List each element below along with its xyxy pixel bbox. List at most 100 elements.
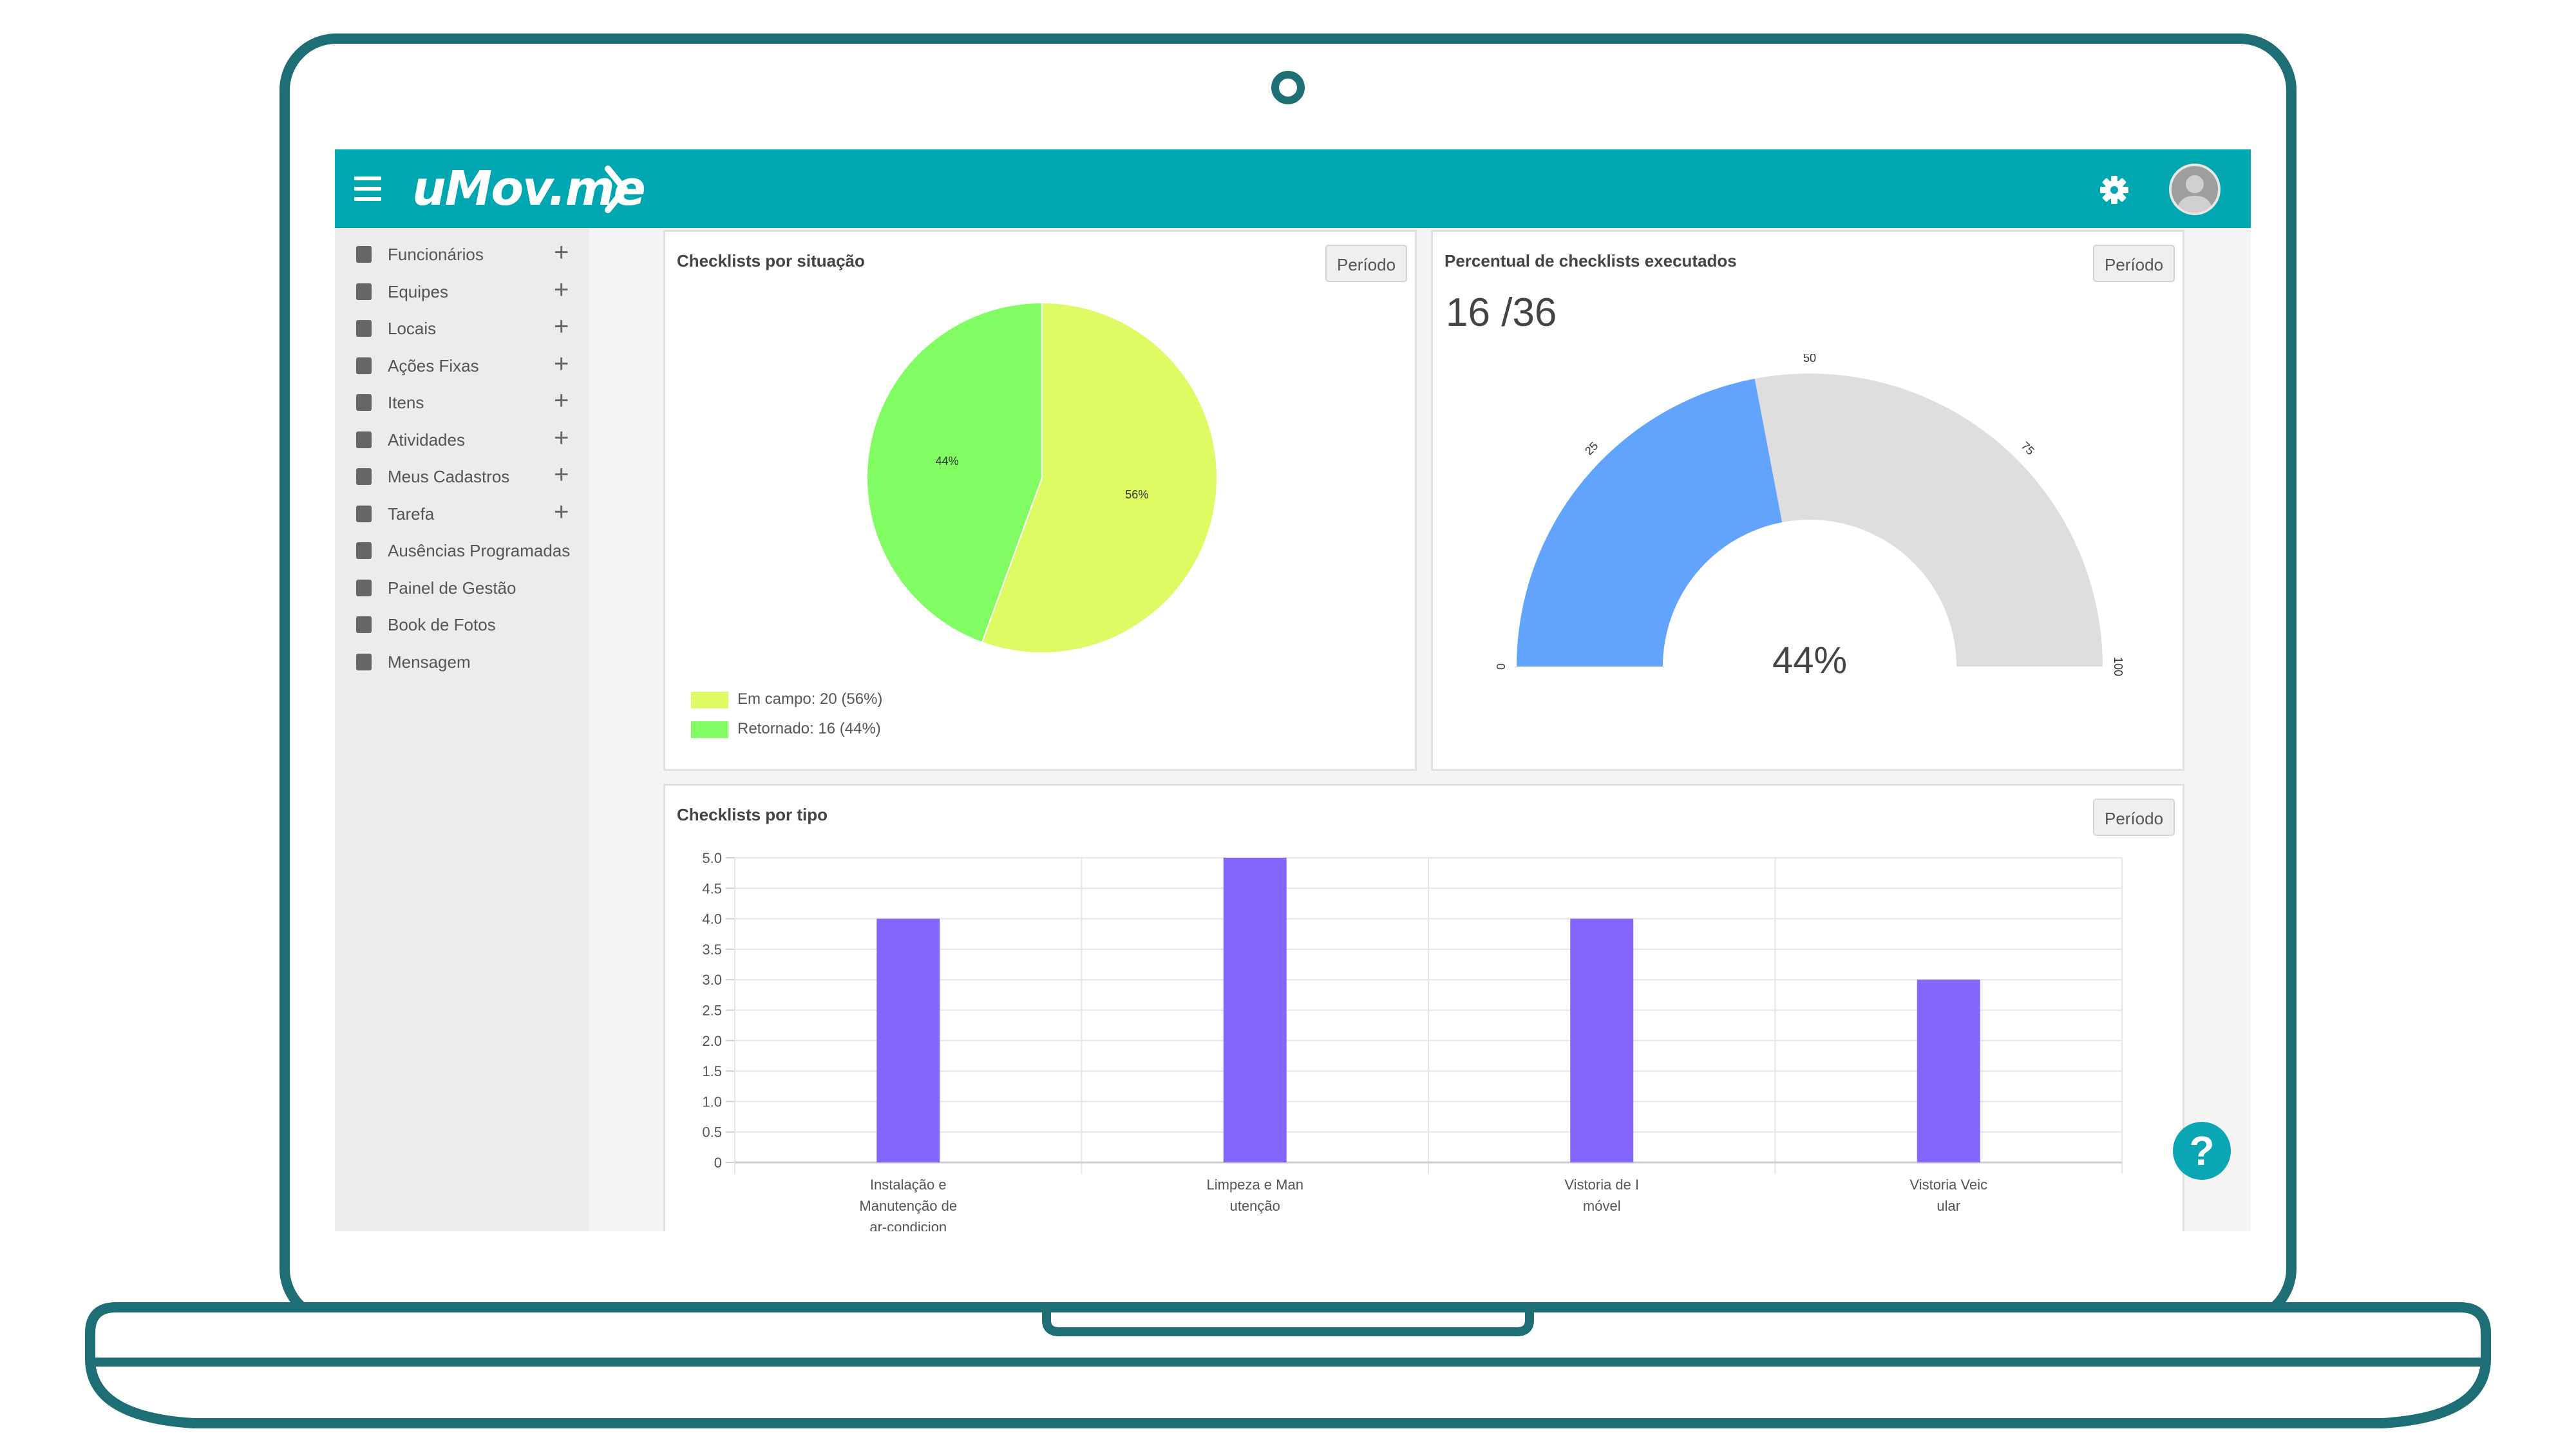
sidebar-item-label: Meus Cadastros: [388, 467, 510, 486]
periodo-button[interactable]: Período: [2093, 245, 2175, 282]
sidebar-item-label: Ações Fixas: [388, 355, 479, 375]
app-screen: uMov.me Funcionários: [335, 149, 2251, 1231]
sidebar-item[interactable]: Locais +: [335, 311, 589, 346]
pie-slice-label: 56%: [1125, 488, 1148, 501]
legend-label: Retornado: 16 (44%): [737, 720, 881, 737]
card-title: Checklists por tipo: [677, 805, 828, 824]
sidebar-item[interactable]: Painel de Gestão: [335, 571, 589, 605]
x-tick-label: móvel: [1583, 1198, 1621, 1214]
sidebar-item-label: Equipes: [388, 281, 448, 301]
pie-chart: 56% 44%: [866, 301, 1218, 654]
sidebar-item-label: Itens: [388, 393, 424, 412]
sidebar-item-label: Ausências Programadas: [388, 541, 571, 560]
users-icon: [356, 283, 372, 300]
top-navbar: uMov.me: [335, 149, 2251, 228]
y-tick-label: 2.0: [702, 1033, 722, 1049]
expand-plus-icon[interactable]: +: [554, 312, 569, 341]
card-checklists-tipo: Checklists por tipo Período 5.0 4.5 4.0 3.5…: [663, 784, 2184, 1231]
gauge-tick-label: 50: [1803, 354, 1816, 365]
file-icon: [356, 468, 372, 485]
sidebar-item-label: Mensagem: [388, 652, 471, 672]
y-tick-label: 3.0: [702, 972, 722, 988]
y-tick-label: 3.5: [702, 942, 722, 958]
gauge-tick-label: 0: [1495, 663, 1508, 670]
pie-slice-0: [981, 301, 1218, 654]
help-question-button[interactable]: ?: [2173, 1122, 2231, 1180]
pie-slice-label: 44%: [936, 455, 959, 468]
user-avatar[interactable]: [2169, 164, 2221, 215]
bar-chart: 5.0 4.5 4.0 3.5 3.0 2.5 2.0 1.5 1.0 0.5 0 Instalaçã…: [702, 850, 2123, 1231]
expand-plus-icon[interactable]: +: [554, 275, 569, 304]
sidebar-item-label: Book de Fotos: [388, 615, 496, 634]
periodo-button[interactable]: Período: [1325, 245, 1408, 282]
x-tick-label: ular: [1937, 1198, 1960, 1214]
expand-plus-icon[interactable]: +: [554, 423, 569, 452]
gauge-tick-label: 75: [2019, 439, 2037, 457]
y-tick-label: 1.0: [702, 1094, 722, 1110]
expand-plus-icon[interactable]: +: [554, 460, 569, 489]
expand-plus-icon[interactable]: +: [554, 386, 569, 415]
document-icon: [356, 431, 372, 448]
y-tick-label: 1.5: [702, 1063, 722, 1079]
executed-count: 16 /36: [1446, 290, 1557, 335]
gauge-empty-arc: [1754, 374, 2103, 667]
y-tick-label: 2.5: [702, 1003, 722, 1019]
box-icon: [356, 394, 372, 411]
y-tick-label: 4.5: [702, 880, 722, 896]
legend-swatch-em-campo: [691, 692, 728, 708]
sidebar-item[interactable]: Tarefa +: [335, 497, 589, 531]
expand-plus-icon[interactable]: +: [554, 497, 569, 526]
sidebar-item[interactable]: Meus Cadastros +: [335, 459, 589, 494]
gauge-value-label: 44%: [1772, 639, 1847, 681]
expand-plus-icon[interactable]: +: [554, 349, 569, 378]
sidebar-item-label: Painel de Gestão: [388, 578, 516, 598]
envelope-icon: [356, 653, 372, 670]
sidebar-item[interactable]: Ausências Programadas: [335, 533, 589, 568]
sidebar: Funcionários + Equipes + Locais + Ações Fixas +…: [335, 228, 589, 1231]
y-tick-label: 0.5: [702, 1124, 722, 1141]
gauge-filled-arc: [1517, 379, 1783, 667]
x-tick-label: Instalação e: [870, 1177, 947, 1193]
dashboard-icon: [356, 579, 372, 596]
photo-book-icon: [356, 616, 372, 633]
bar-2: [1570, 918, 1634, 1162]
card-title: Checklists por situação: [677, 251, 865, 270]
card-title: Percentual de checklists executados: [1444, 251, 1737, 270]
clipboard-icon: [356, 505, 372, 522]
card-checklists-situacao: Checklists por situação Período 56% 44% E…: [663, 230, 1417, 771]
sidebar-item-label: Funcionários: [388, 245, 484, 264]
gauge-tick-label: 100: [2112, 657, 2125, 676]
x-tick-label: utenção: [1230, 1198, 1280, 1214]
y-tick-label: 5.0: [702, 850, 722, 866]
sidebar-item[interactable]: Ações Fixas +: [335, 348, 589, 383]
legend-label: Em campo: 20 (56%): [737, 690, 883, 708]
sidebar-item[interactable]: Equipes +: [335, 274, 589, 309]
gauge-chart: 0 25 50 75 100 44%: [1495, 354, 2125, 681]
sidebar-item[interactable]: Mensagem: [335, 645, 589, 679]
sidebar-item[interactable]: Itens +: [335, 385, 589, 420]
x-tick-label: Manutenção de: [859, 1198, 957, 1214]
calendar-icon: [356, 542, 372, 559]
card-percentual-checklists: Percentual de checklists executados Perí…: [1431, 230, 2184, 771]
brand-chevron-icon: [605, 166, 628, 213]
gauge-tick-label: 25: [1582, 439, 1600, 457]
pie-slice-1: [866, 301, 1043, 643]
expand-plus-icon[interactable]: +: [554, 238, 569, 267]
y-tick-label: 0: [714, 1155, 722, 1171]
sidebar-item[interactable]: Book de Fotos: [335, 607, 589, 642]
sidebar-item[interactable]: Atividades +: [335, 422, 589, 457]
periodo-button[interactable]: Período: [2093, 799, 2175, 836]
x-tick-label: ar-condicion: [869, 1219, 947, 1231]
sidebar-item-label: Tarefa: [388, 504, 435, 524]
bar-1: [1223, 858, 1287, 1162]
avatar-silhouette-icon: [2177, 175, 2213, 213]
sidebar-item-label: Atividades: [388, 430, 465, 450]
x-tick-label: Vistoria de I: [1564, 1177, 1639, 1193]
sidebar-item[interactable]: Funcionários +: [335, 237, 589, 272]
hamburger-icon[interactable]: [354, 176, 381, 202]
book-icon: [356, 357, 372, 374]
bar-0: [876, 918, 940, 1162]
gear-icon[interactable]: [2099, 175, 2129, 205]
user-icon: [356, 246, 372, 263]
